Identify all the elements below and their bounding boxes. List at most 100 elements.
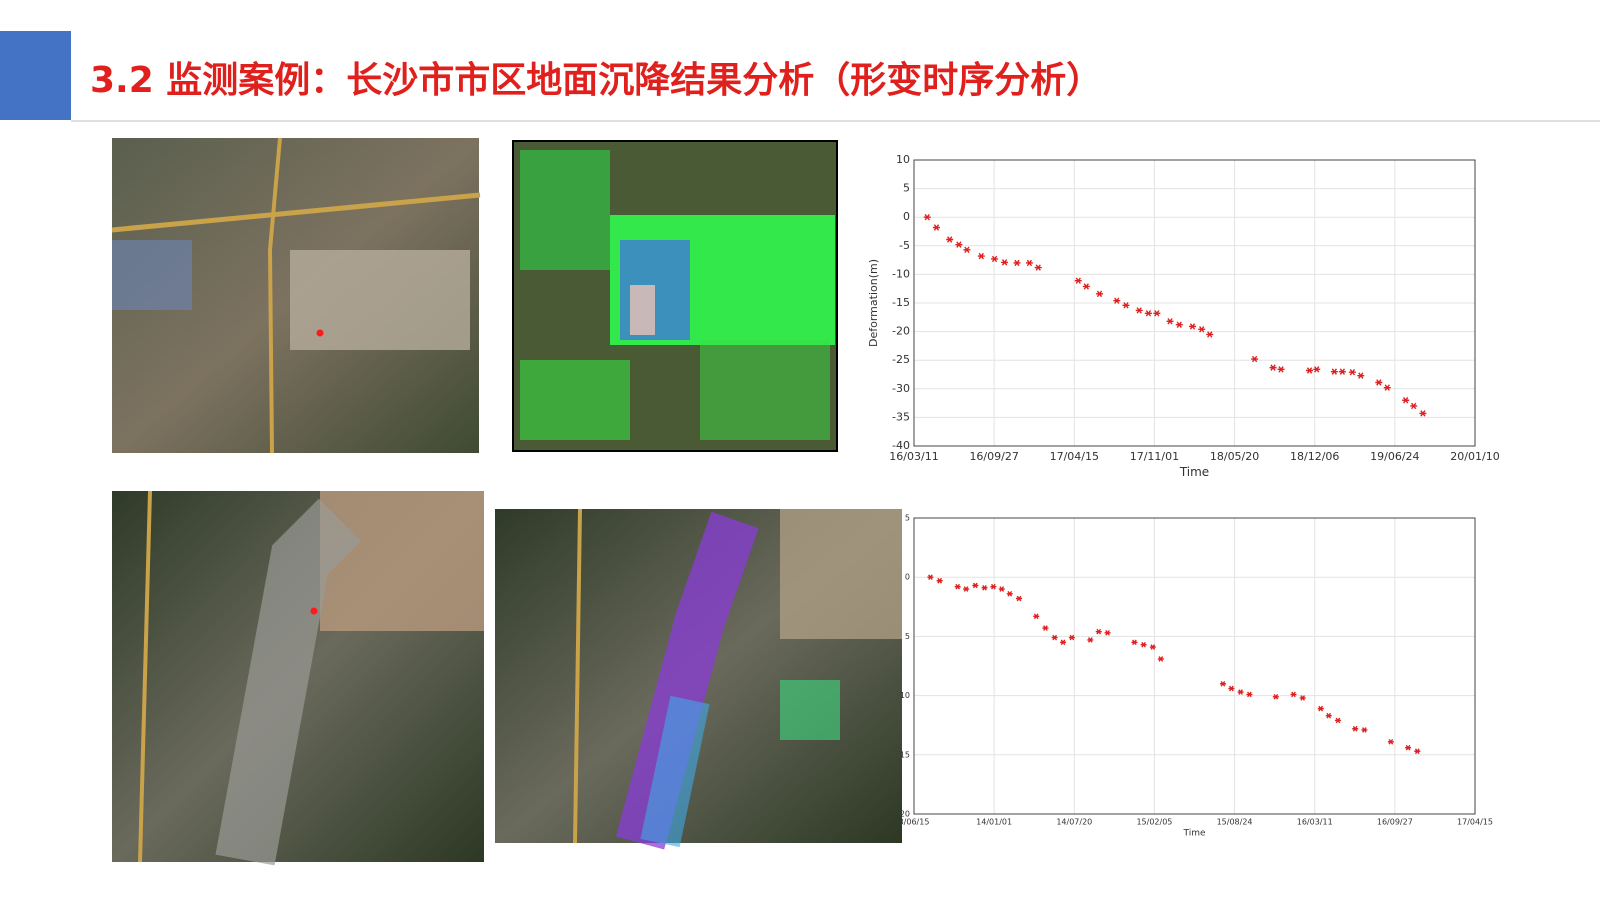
x-tick-label: 14/07/20 xyxy=(1056,818,1092,827)
data-point xyxy=(998,586,1005,592)
x-tick-label: 19/06/24 xyxy=(1370,450,1419,463)
asterisk xyxy=(1334,717,1341,724)
data-point xyxy=(1410,402,1418,410)
asterisk xyxy=(1033,613,1040,620)
asterisk xyxy=(990,583,997,590)
data-point xyxy=(1206,331,1214,338)
asterisk xyxy=(1131,639,1138,646)
y-tick-label: -30 xyxy=(892,382,910,395)
data-point xyxy=(1096,290,1104,298)
asterisk xyxy=(1357,372,1365,379)
asterisk xyxy=(1198,326,1206,333)
data-point xyxy=(946,236,954,243)
asterisk xyxy=(1290,691,1297,698)
asterisk xyxy=(1034,264,1042,271)
y-tick-label: -10 xyxy=(892,267,910,280)
slide-title: 3.2 监测案例：长沙市市区地面沉降结果分析（形变时序分析） xyxy=(90,59,1102,101)
asterisk xyxy=(1313,366,1321,373)
asterisk xyxy=(1237,689,1244,695)
asterisk xyxy=(1299,695,1306,701)
data-point xyxy=(1082,283,1090,290)
asterisk xyxy=(1277,366,1285,373)
data-point xyxy=(1251,355,1259,363)
asterisk xyxy=(1189,323,1196,330)
asterisk xyxy=(963,246,971,254)
insar-map xyxy=(495,508,902,850)
data-point xyxy=(1025,259,1033,267)
title-accent xyxy=(0,31,71,120)
y-tick-label: -15 xyxy=(892,296,910,309)
asterisk xyxy=(1405,744,1412,751)
x-tick-label: 17/04/15 xyxy=(1457,818,1493,827)
data-point xyxy=(1348,368,1356,376)
asterisk xyxy=(936,577,943,584)
x-tick-label: 18/05/20 xyxy=(1210,450,1259,463)
data-point xyxy=(1330,368,1338,375)
x-tick-label: 20/01/10 xyxy=(1450,450,1499,463)
asterisk xyxy=(1013,259,1021,267)
asterisk xyxy=(1060,639,1067,646)
data-point xyxy=(1051,634,1058,641)
data-point xyxy=(1269,364,1277,371)
data-point xyxy=(977,252,985,260)
asterisk xyxy=(1166,318,1174,325)
data-point xyxy=(1334,717,1341,724)
data-point xyxy=(1361,727,1368,733)
data-point xyxy=(1113,297,1121,304)
data-point xyxy=(936,577,943,584)
asterisk xyxy=(1251,355,1259,363)
asterisk xyxy=(1317,705,1324,712)
x-tick-label: 17/11/01 xyxy=(1130,450,1179,463)
x-axis-label: Time xyxy=(1182,829,1205,839)
data-point xyxy=(1313,366,1321,373)
asterisk xyxy=(1330,368,1338,375)
y-tick-label: 0 xyxy=(903,210,910,223)
asterisk xyxy=(932,224,940,231)
asterisk xyxy=(1140,641,1147,648)
y-tick-label: 0 xyxy=(905,573,910,582)
data-point xyxy=(1074,277,1082,284)
data-point xyxy=(1325,712,1332,719)
satellite-map xyxy=(111,137,481,454)
data-point xyxy=(1277,366,1285,373)
data-point xyxy=(1228,685,1235,692)
data-point xyxy=(1144,310,1152,317)
data-point xyxy=(1095,628,1102,635)
data-point xyxy=(990,583,997,590)
x-axis-label: Time xyxy=(1179,465,1209,479)
data-point xyxy=(923,213,931,221)
asterisk xyxy=(1135,307,1143,314)
asterisk xyxy=(1144,310,1152,317)
asterisk xyxy=(1352,725,1359,732)
data-point xyxy=(1042,625,1049,631)
asterisk xyxy=(1228,685,1235,692)
data-point xyxy=(1140,641,1147,648)
asterisk xyxy=(1375,379,1383,386)
asterisk xyxy=(954,583,961,590)
insar-map xyxy=(512,140,838,452)
asterisk xyxy=(1414,748,1421,755)
data-point xyxy=(1006,590,1013,597)
asterisk xyxy=(1348,368,1356,376)
x-tick-label: 14/01/01 xyxy=(976,818,1012,827)
y-tick-label: -25 xyxy=(892,353,910,366)
asterisk xyxy=(1175,321,1183,328)
asterisk xyxy=(1157,656,1164,662)
data-point xyxy=(1375,379,1383,386)
data-point xyxy=(1317,705,1324,712)
asterisk xyxy=(1419,410,1427,417)
asterisk xyxy=(1383,384,1391,391)
asterisk xyxy=(1104,630,1111,636)
x-tick-label: 17/04/15 xyxy=(1050,450,1099,463)
data-point xyxy=(1306,367,1314,374)
y-tick-label: 10 xyxy=(900,691,910,700)
data-point xyxy=(1153,310,1161,317)
asterisk xyxy=(1074,277,1082,284)
asterisk xyxy=(1149,644,1156,650)
data-point xyxy=(955,241,963,248)
y-tick-label: 5 xyxy=(905,514,910,523)
asterisk xyxy=(1153,310,1161,317)
data-point xyxy=(1299,695,1306,701)
data-point xyxy=(932,224,940,231)
